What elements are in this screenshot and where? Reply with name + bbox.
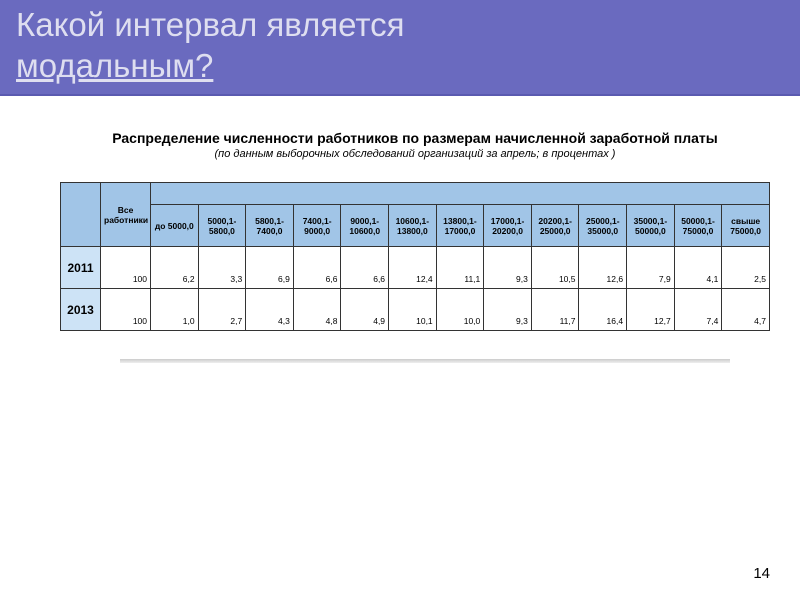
cell: 9,3 [484, 289, 532, 331]
col-header: свыше 75000,0 [722, 205, 770, 247]
col-header: 20200,1-25000,0 [531, 205, 579, 247]
cell: 7,4 [674, 289, 722, 331]
page-number: 14 [753, 565, 770, 582]
all-cell: 100 [101, 247, 151, 289]
table-row: 2013 100 1,0 2,7 4,3 4,8 4,9 10,1 10,0 9… [61, 289, 770, 331]
table-title: Распределение численности работников по … [60, 130, 770, 146]
cell: 4,9 [341, 289, 389, 331]
cell: 4,7 [722, 289, 770, 331]
col-header: 5000,1-5800,0 [198, 205, 246, 247]
th-top-span [151, 183, 770, 205]
cell: 11,1 [436, 247, 484, 289]
cell: 2,7 [198, 289, 246, 331]
cell: 11,7 [531, 289, 579, 331]
column-headers: до 5000,0 5000,1-5800,0 5800,1-7400,0 74… [61, 205, 770, 247]
cell: 2,5 [722, 247, 770, 289]
cell: 6,6 [293, 247, 341, 289]
all-cell: 100 [101, 289, 151, 331]
col-header: 10600,1-13800,0 [389, 205, 437, 247]
slide-title-line2: модальным? [16, 47, 213, 84]
table-row: 2011 100 6,2 3,3 6,9 6,6 6,6 12,4 11,1 9… [61, 247, 770, 289]
slide-content: Распределение численности работников по … [0, 96, 800, 363]
th-blank [61, 183, 101, 247]
cell: 16,4 [579, 289, 627, 331]
cell: 3,3 [198, 247, 246, 289]
col-header: 5800,1-7400,0 [246, 205, 294, 247]
cell: 12,6 [579, 247, 627, 289]
table-subtitle: (по данным выборочных обследований орган… [60, 148, 770, 160]
cell: 6,2 [151, 247, 199, 289]
cell: 12,7 [627, 289, 675, 331]
slide-title-line1: Какой интервал является [16, 6, 405, 43]
th-all-workers: Все работники [101, 183, 151, 247]
col-header: до 5000,0 [151, 205, 199, 247]
col-header: 25000,1-35000,0 [579, 205, 627, 247]
cell: 12,4 [389, 247, 437, 289]
col-header: 7400,1-9000,0 [293, 205, 341, 247]
col-header: 50000,1-75000,0 [674, 205, 722, 247]
cell: 7,9 [627, 247, 675, 289]
col-header: 35000,1-50000,0 [627, 205, 675, 247]
distribution-table: Все работники до 5000,0 5000,1-5800,0 58… [60, 182, 770, 331]
cell: 6,6 [341, 247, 389, 289]
cell: 4,1 [674, 247, 722, 289]
cell: 10,0 [436, 289, 484, 331]
cell: 9,3 [484, 247, 532, 289]
cell: 4,8 [293, 289, 341, 331]
year-cell: 2013 [61, 289, 101, 331]
cell: 1,0 [151, 289, 199, 331]
col-header: 13800,1-17000,0 [436, 205, 484, 247]
cell: 6,9 [246, 247, 294, 289]
cell: 10,5 [531, 247, 579, 289]
cell: 10,1 [389, 289, 437, 331]
col-header: 9000,1-10600,0 [341, 205, 389, 247]
year-cell: 2011 [61, 247, 101, 289]
cell: 4,3 [246, 289, 294, 331]
shadow-divider [120, 359, 730, 363]
slide-title-bar: Какой интервал является модальным? [0, 0, 800, 96]
col-header: 17000,1-20200,0 [484, 205, 532, 247]
